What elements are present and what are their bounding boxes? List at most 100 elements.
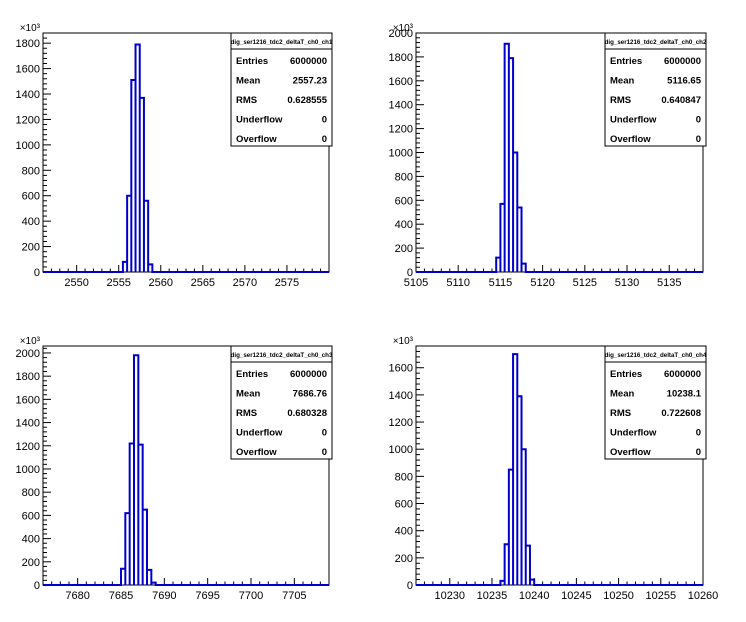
x-tick-label: 5110	[446, 277, 470, 289]
stats-title: dig_ser1216_tdc2_deltaT_ch0_ch3	[231, 352, 333, 359]
x-tick-label: 5115	[489, 277, 513, 289]
y-tick-label: 600	[22, 510, 40, 522]
histogram-pad-2: 5105 5110 5115 5120 5125 5130 5135 0 200 400 600 80…	[389, 23, 707, 289]
x-tick-label: 10240	[519, 590, 550, 602]
y-tick-label: 600	[22, 191, 40, 203]
stats-label: Overflow	[236, 447, 277, 458]
x-tick-label: 7685	[109, 590, 133, 602]
x-tick-label: 10260	[688, 590, 719, 602]
stats-label: Underflow	[610, 115, 657, 126]
stats-label: Mean	[236, 76, 260, 87]
y-exponent-label: ×10³	[20, 23, 41, 34]
stats-box	[230, 32, 333, 147]
stats-value: 2557.23	[293, 76, 327, 87]
x-tick-label: 5105	[404, 277, 428, 289]
stats-label: Mean	[610, 389, 634, 400]
y-exponent-label: ×10³	[393, 336, 414, 347]
histogram-pad-4: 10230 10235 10240 10245 10250 10255 10260 0 200 4…	[389, 336, 719, 602]
x-tick-label: 2570	[233, 277, 257, 289]
histogram-pad-1: 2550 2555 2560 2565 2570 2575 0 200 400 600 800 100…	[16, 23, 333, 289]
y-tick-label: 1600	[389, 76, 413, 88]
stats-label: Overflow	[610, 134, 651, 145]
stats-label: Entries	[236, 369, 268, 380]
x-tick-label: 7705	[282, 590, 306, 602]
stats-value: 0	[696, 447, 701, 458]
stats-value: 6000000	[664, 56, 701, 67]
y-tick-label: 1200	[389, 124, 413, 136]
stats-label: RMS	[236, 408, 257, 419]
stats-value: 6000000	[290, 56, 327, 67]
x-tick-label: 2555	[106, 277, 130, 289]
stats-value: 6000000	[290, 369, 327, 380]
stats-label: Mean	[236, 389, 260, 400]
x-tick-label: 2575	[275, 277, 299, 289]
x-tick-label: 2550	[64, 277, 88, 289]
stats-label: RMS	[610, 408, 631, 419]
y-tick-label: 1000	[16, 140, 40, 152]
stats-label: Underflow	[610, 428, 657, 439]
stats-value: 0	[322, 428, 327, 439]
y-tick-label: 1000	[16, 464, 40, 476]
x-tick-label: 7695	[195, 590, 219, 602]
stats-value: 0	[696, 134, 701, 145]
y-tick-label: 1600	[16, 394, 40, 406]
x-tick-label: 10230	[434, 590, 465, 602]
x-tick-label: 5120	[530, 277, 554, 289]
stats-value: 5116.65	[667, 76, 702, 87]
stats-value: 0	[322, 447, 327, 458]
stats-label: RMS	[236, 95, 257, 106]
stats-label: Overflow	[610, 447, 651, 458]
x-tick-label: 5130	[615, 277, 639, 289]
stats-value: 0.640847	[661, 95, 701, 106]
y-tick-label: 200	[395, 243, 413, 255]
y-tick-label: 0	[34, 267, 40, 279]
histogram-outline	[43, 43, 329, 273]
stats-label: RMS	[610, 95, 631, 106]
stats-title: dig_ser1216_tdc2_deltaT_ch0_ch2	[605, 39, 707, 46]
y-tick-label: 400	[22, 216, 40, 228]
y-tick-label: 0	[34, 580, 40, 592]
stats-value: 0	[696, 115, 701, 126]
stats-title: dig_ser1216_tdc2_deltaT_ch0_ch4	[605, 352, 707, 359]
stats-label: Entries	[610, 56, 642, 67]
y-tick-label: 200	[22, 557, 40, 569]
y-tick-label: 800	[22, 487, 40, 499]
y-tick-label: 1400	[16, 89, 40, 101]
x-tick-label: 2565	[191, 277, 215, 289]
x-tick-label: 10250	[603, 590, 634, 602]
stats-label: Underflow	[236, 115, 283, 126]
y-tick-label: 1800	[389, 52, 413, 64]
stats-value: 0	[322, 134, 327, 145]
y-tick-label: 1800	[16, 38, 40, 50]
stats-label: Mean	[610, 76, 634, 87]
stats-box	[230, 345, 333, 460]
stats-value: 0.628555	[287, 95, 327, 106]
y-tick-label: 1200	[16, 441, 40, 453]
stats-label: Overflow	[236, 134, 277, 145]
stats-value: 0.722608	[661, 408, 701, 419]
y-tick-label: 200	[22, 242, 40, 254]
y-tick-label: 1200	[389, 417, 413, 429]
y-tick-label: 400	[395, 219, 413, 231]
stats-value: 0.680328	[287, 408, 327, 419]
y-tick-label: 1000	[389, 444, 413, 456]
x-tick-label: 10235	[477, 590, 508, 602]
x-tick-label: 7690	[152, 590, 176, 602]
x-tick-label: 7700	[239, 590, 263, 602]
stats-value: 10238.1	[667, 389, 702, 400]
y-tick-label: 600	[395, 195, 413, 207]
y-tick-label: 600	[395, 499, 413, 511]
y-tick-label: 1000	[389, 148, 413, 160]
stats-box	[604, 345, 707, 460]
y-tick-label: 2000	[389, 28, 413, 40]
y-tick-label: 0	[407, 267, 413, 279]
y-tick-label: 400	[22, 534, 40, 546]
y-tick-label: 2000	[16, 348, 40, 360]
x-tick-label: 5135	[657, 277, 681, 289]
stats-label: Underflow	[236, 428, 283, 439]
stats-value: 7686.76	[293, 389, 327, 400]
stats-value: 6000000	[664, 369, 701, 380]
y-exponent-label: ×10³	[393, 23, 414, 34]
y-tick-label: 1400	[389, 390, 413, 402]
